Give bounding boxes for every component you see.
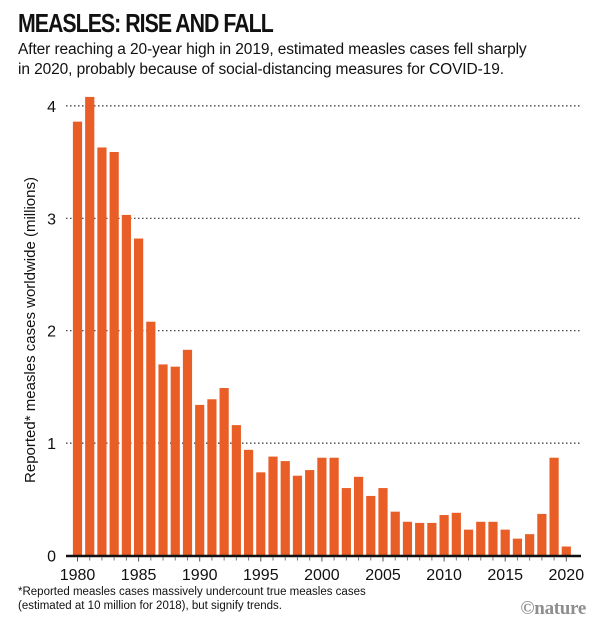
bar-1980: [72, 121, 83, 556]
bar-1983: [109, 151, 119, 556]
bar-1984: [121, 214, 131, 556]
bar-2012: [463, 529, 474, 556]
x-tick-label: 2010: [426, 567, 462, 584]
chart-subtitle: After reaching a 20-year high in 2019, e…: [18, 40, 593, 80]
bar-2020: [561, 546, 571, 556]
y-tick-label: 3: [47, 211, 56, 228]
x-tick-label: 2005: [365, 567, 401, 584]
x-tick-label: 1985: [121, 567, 157, 584]
footnote: *Reported measles cases massively underc…: [18, 585, 366, 613]
x-tick-label: 1990: [182, 567, 218, 584]
x-tick-label: 2000: [304, 567, 340, 584]
y-tick-label: 4: [47, 99, 56, 116]
y-axis-label: Reported* measles cases worldwide (milli…: [22, 177, 39, 483]
bar-2000: [317, 457, 327, 556]
x-axis: 1980 1985 1990 1995 2000 2005 2010 2015 2020: [60, 554, 585, 584]
bar-1990: [195, 404, 205, 556]
nature-credit-logo: ©nature: [520, 598, 586, 619]
y-tick-label: 1: [47, 436, 56, 453]
bar-2014: [488, 521, 498, 556]
bar-2017: [525, 534, 535, 556]
y-axis-ticks: 0 1 2 3 4: [47, 99, 56, 566]
subtitle-line: After reaching a 20-year high in 2019, e…: [18, 41, 527, 58]
bar-2006: [390, 511, 400, 556]
bar-1993: [231, 425, 241, 556]
bar-2007: [402, 521, 413, 556]
bar-1985: [134, 238, 144, 556]
bar-2019: [549, 457, 559, 556]
bar-1988: [170, 366, 180, 556]
bar-2009: [427, 522, 437, 556]
x-tick-label: 1995: [243, 567, 279, 584]
bar-1994: [243, 449, 254, 556]
bar-2010: [439, 515, 449, 556]
bar-2004: [366, 495, 376, 556]
y-tick-label: 0: [47, 549, 56, 566]
bar-1999: [305, 470, 315, 556]
gridlines: [66, 105, 581, 444]
y-tick-label: 2: [47, 324, 56, 341]
x-tick-label: 2020: [549, 567, 585, 584]
subtitle-line: in 2020, probably because of social-dist…: [18, 61, 504, 78]
footnote-line: *Reported measles cases massively underc…: [18, 586, 366, 598]
bar-2005: [378, 488, 388, 556]
bar-1991: [207, 399, 217, 556]
bar-2013: [476, 521, 486, 556]
bar-2018: [537, 513, 547, 556]
bar-2001: [329, 457, 339, 556]
bar-1989: [182, 349, 193, 556]
bar-1992: [219, 388, 229, 556]
bar-2015: [500, 529, 510, 556]
bar-1995: [256, 472, 266, 556]
bar-2016: [512, 538, 523, 556]
x-tick-label: 2015: [487, 567, 523, 584]
bar-1981: [85, 96, 95, 556]
bar-1982: [97, 147, 107, 556]
bar-2008: [415, 522, 425, 556]
bar-1987: [158, 364, 168, 556]
bar-1998: [292, 475, 303, 556]
bar-1986: [146, 321, 156, 556]
bar-1997: [280, 461, 290, 556]
bar-1996: [268, 456, 278, 556]
bar-2011: [451, 512, 461, 556]
footnote-line: (estimated at 10 million for 2018), but …: [18, 600, 282, 612]
bars: [72, 96, 571, 556]
bar-2003: [353, 476, 364, 556]
x-tick-label: 1980: [60, 567, 96, 584]
chart-title: MEASLES: RISE AND FALL: [18, 8, 274, 38]
bar-2002: [341, 488, 351, 556]
